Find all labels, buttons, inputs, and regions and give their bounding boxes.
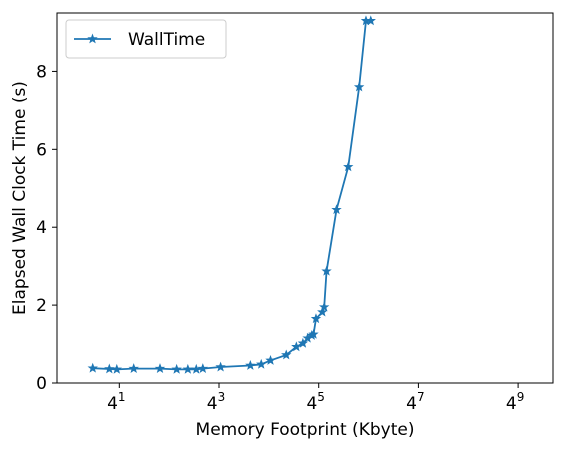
data-point [321, 265, 332, 276]
series-line-walltime [92, 19, 371, 371]
x-tick-exponent: 3 [218, 390, 226, 404]
x-tick-label: 47 [406, 390, 424, 414]
data-point [104, 363, 115, 374]
legend-label-walltime: WallTime [128, 30, 205, 50]
x-axis-label: Memory Footprint (Kbyte) [196, 420, 415, 440]
data-point [87, 362, 98, 373]
data-point [291, 341, 302, 352]
series-markers [87, 15, 376, 374]
plot-frame [56, 12, 554, 384]
x-axis-ticks: 41 43 45 47 49 [107, 383, 524, 414]
data-point [197, 363, 209, 374]
data-point [319, 301, 330, 312]
legend-marker-walltime [87, 33, 98, 44]
x-tick-base: 4 [306, 394, 317, 414]
x-tick-exponent: 1 [118, 390, 126, 404]
x-tick-label: 41 [107, 390, 125, 414]
data-point [310, 313, 322, 324]
x-tick-base: 4 [107, 394, 118, 414]
x-tick-exponent: 9 [517, 390, 525, 404]
x-tick-exponent: 7 [417, 390, 425, 404]
y-tick-label: 4 [36, 218, 47, 238]
y-tick-label: 6 [36, 140, 47, 160]
data-point [245, 360, 256, 370]
data-point [265, 354, 276, 365]
x-tick-exponent: 5 [317, 390, 325, 404]
data-point [281, 349, 292, 360]
data-point [317, 306, 328, 317]
data-point [191, 363, 202, 374]
data-point [331, 204, 342, 215]
data-point [308, 328, 319, 339]
y-tick-label: 8 [36, 62, 47, 82]
data-point [297, 337, 309, 348]
y-tick-label: 0 [36, 374, 47, 394]
data-point [154, 363, 166, 374]
x-tick-base: 4 [406, 394, 417, 414]
legend-box [65, 19, 227, 59]
data-point [182, 363, 194, 374]
data-point [353, 81, 365, 92]
data-point [256, 358, 267, 369]
data-point [111, 363, 122, 374]
x-tick-label: 43 [207, 390, 225, 414]
data-point [365, 15, 376, 26]
data-point [128, 363, 139, 374]
x-tick-base: 4 [207, 394, 218, 414]
data-point [171, 363, 182, 374]
x-tick-label: 45 [306, 390, 324, 414]
data-point [343, 161, 354, 172]
legend: WallTime [65, 19, 227, 59]
y-axis-label: Elapsed Wall Clock Time (s) [10, 81, 30, 315]
x-tick-label: 49 [506, 390, 524, 414]
data-point [215, 361, 226, 372]
y-axis-ticks: 0 2 4 6 8 [36, 62, 57, 394]
x-tick-base: 4 [506, 394, 517, 414]
y-tick-label: 2 [36, 296, 47, 316]
legend-star-icon [87, 33, 98, 44]
